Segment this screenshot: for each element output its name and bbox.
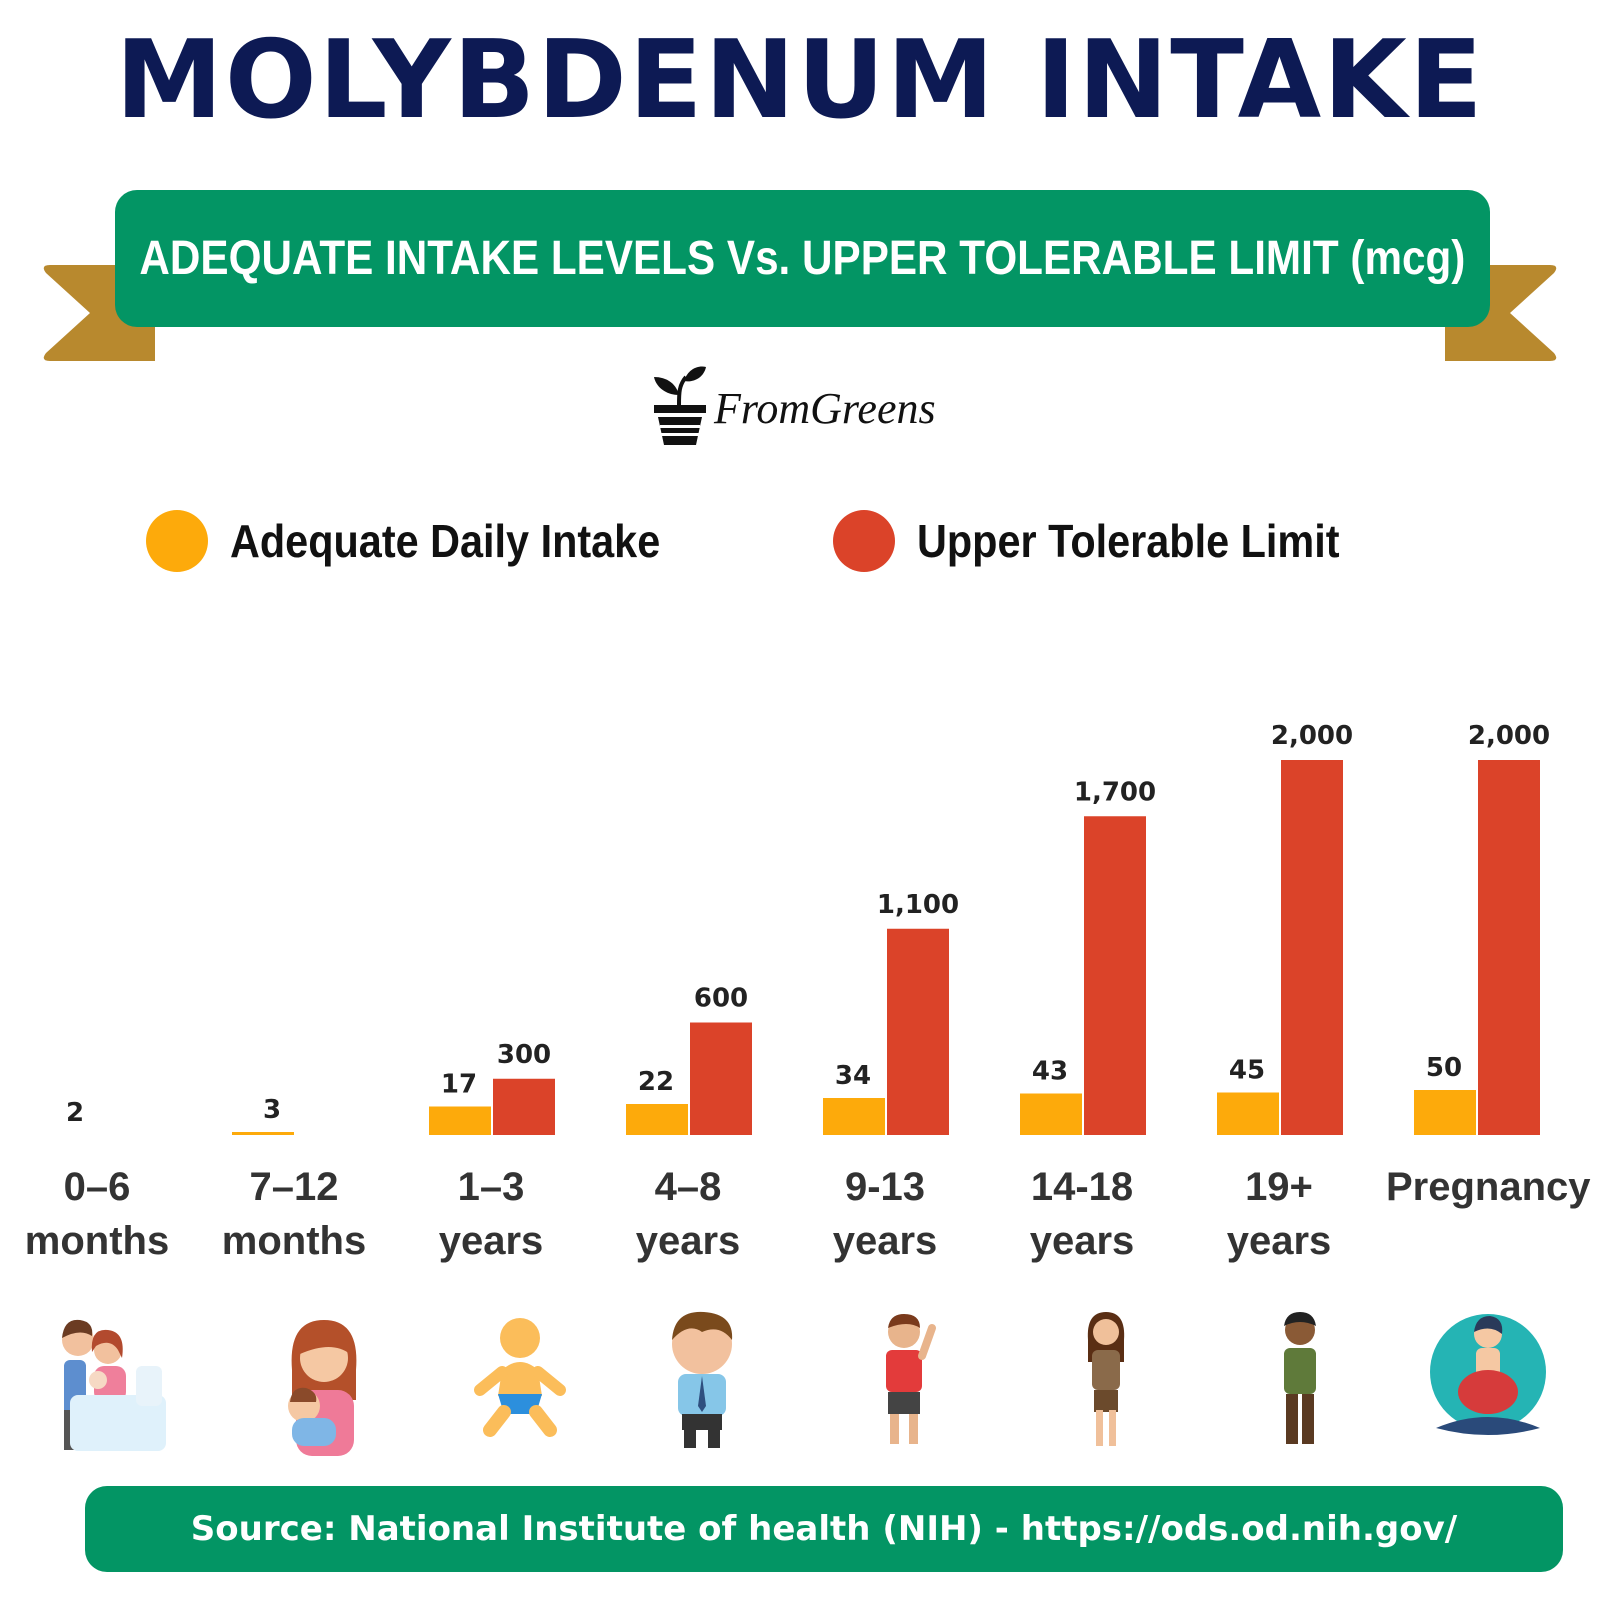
value-label-adequate: 43 [1032, 1057, 1068, 1087]
toddler-icon [474, 1318, 566, 1437]
category-label: 1–3 years [438, 1165, 544, 1263]
bar-adequate [232, 1132, 294, 1135]
bar-adequate [1217, 1092, 1279, 1135]
parents-newborn-icon [62, 1319, 166, 1451]
source-footer: Source: National Institute of health (NI… [85, 1486, 1563, 1572]
boy-icon [886, 1314, 936, 1444]
bar-upper [1478, 760, 1540, 1135]
value-label-adequate: 45 [1229, 1056, 1265, 1086]
value-label-upper: 2,000 [1468, 721, 1550, 751]
subtitle-banner: ADEQUATE INTAKE LEVELS Vs. UPPER TOLERAB… [115, 190, 1490, 327]
legend-adequate: Adequate Daily Intake [146, 510, 708, 572]
category-label: 7–12 months [221, 1165, 367, 1263]
source-text: Source: National Institute of health (NI… [190, 1509, 1458, 1549]
subtitle: ADEQUATE INTAKE LEVELS Vs. UPPER TOLERAB… [139, 232, 1466, 285]
category-label: 14-18 years [1029, 1165, 1135, 1263]
plant-pot-icon [654, 366, 706, 445]
value-label-adequate: 34 [835, 1061, 871, 1091]
adult-man-icon [1284, 1312, 1316, 1444]
value-label-upper: 1,100 [877, 890, 959, 920]
value-label-adequate: 17 [441, 1070, 477, 1100]
bar-adequate [823, 1098, 885, 1135]
category-label: Pregnancy [1386, 1165, 1591, 1209]
category-label: 9-13 years [832, 1165, 938, 1263]
legend-swatch-upper [833, 510, 895, 572]
bar-upper [690, 1022, 752, 1135]
bar-upper [1084, 816, 1146, 1135]
bar-adequate [1414, 1090, 1476, 1135]
bar-upper [1281, 760, 1343, 1135]
bar-adequate [626, 1104, 688, 1135]
brand-logo: FromGreens [652, 365, 936, 445]
legend-label-upper: Upper Tolerable Limit [917, 515, 1340, 567]
bar-chart: 2 3 17 300 22 600 34 1,100 43 1,700 45 2,000 50 2,000 [66, 721, 1550, 1135]
bar-adequate [429, 1106, 491, 1135]
value-label-upper: 2,000 [1271, 721, 1353, 751]
mother-baby-icon [288, 1320, 357, 1456]
category-label: 19+ years [1226, 1165, 1332, 1263]
bar-upper [493, 1078, 555, 1135]
category-label: 4–8 years [635, 1165, 741, 1263]
child-icon [672, 1311, 733, 1448]
value-label-adequate: 3 [263, 1095, 281, 1125]
teen-girl-icon [1087, 1312, 1125, 1446]
bar-upper [887, 928, 949, 1135]
value-label-adequate: 22 [638, 1067, 674, 1097]
legend-upper: Upper Tolerable Limit [833, 510, 1386, 572]
legend-label-adequate: Adequate Daily Intake [230, 515, 661, 567]
value-label-upper: 1,700 [1074, 777, 1156, 807]
value-label-upper: 600 [694, 984, 748, 1014]
page-title: MOLYBDENUM INTAKE [115, 18, 1485, 143]
value-label-adequate: 2 [66, 1098, 84, 1128]
pregnant-woman-icon [1430, 1314, 1546, 1435]
bar-adequate [1020, 1093, 1082, 1135]
legend-swatch-adequate [146, 510, 208, 572]
category-label: 0–6 months [24, 1165, 170, 1263]
brand-name: FromGreens [714, 383, 936, 433]
value-label-upper: 300 [497, 1040, 551, 1070]
value-label-adequate: 50 [1426, 1053, 1462, 1083]
